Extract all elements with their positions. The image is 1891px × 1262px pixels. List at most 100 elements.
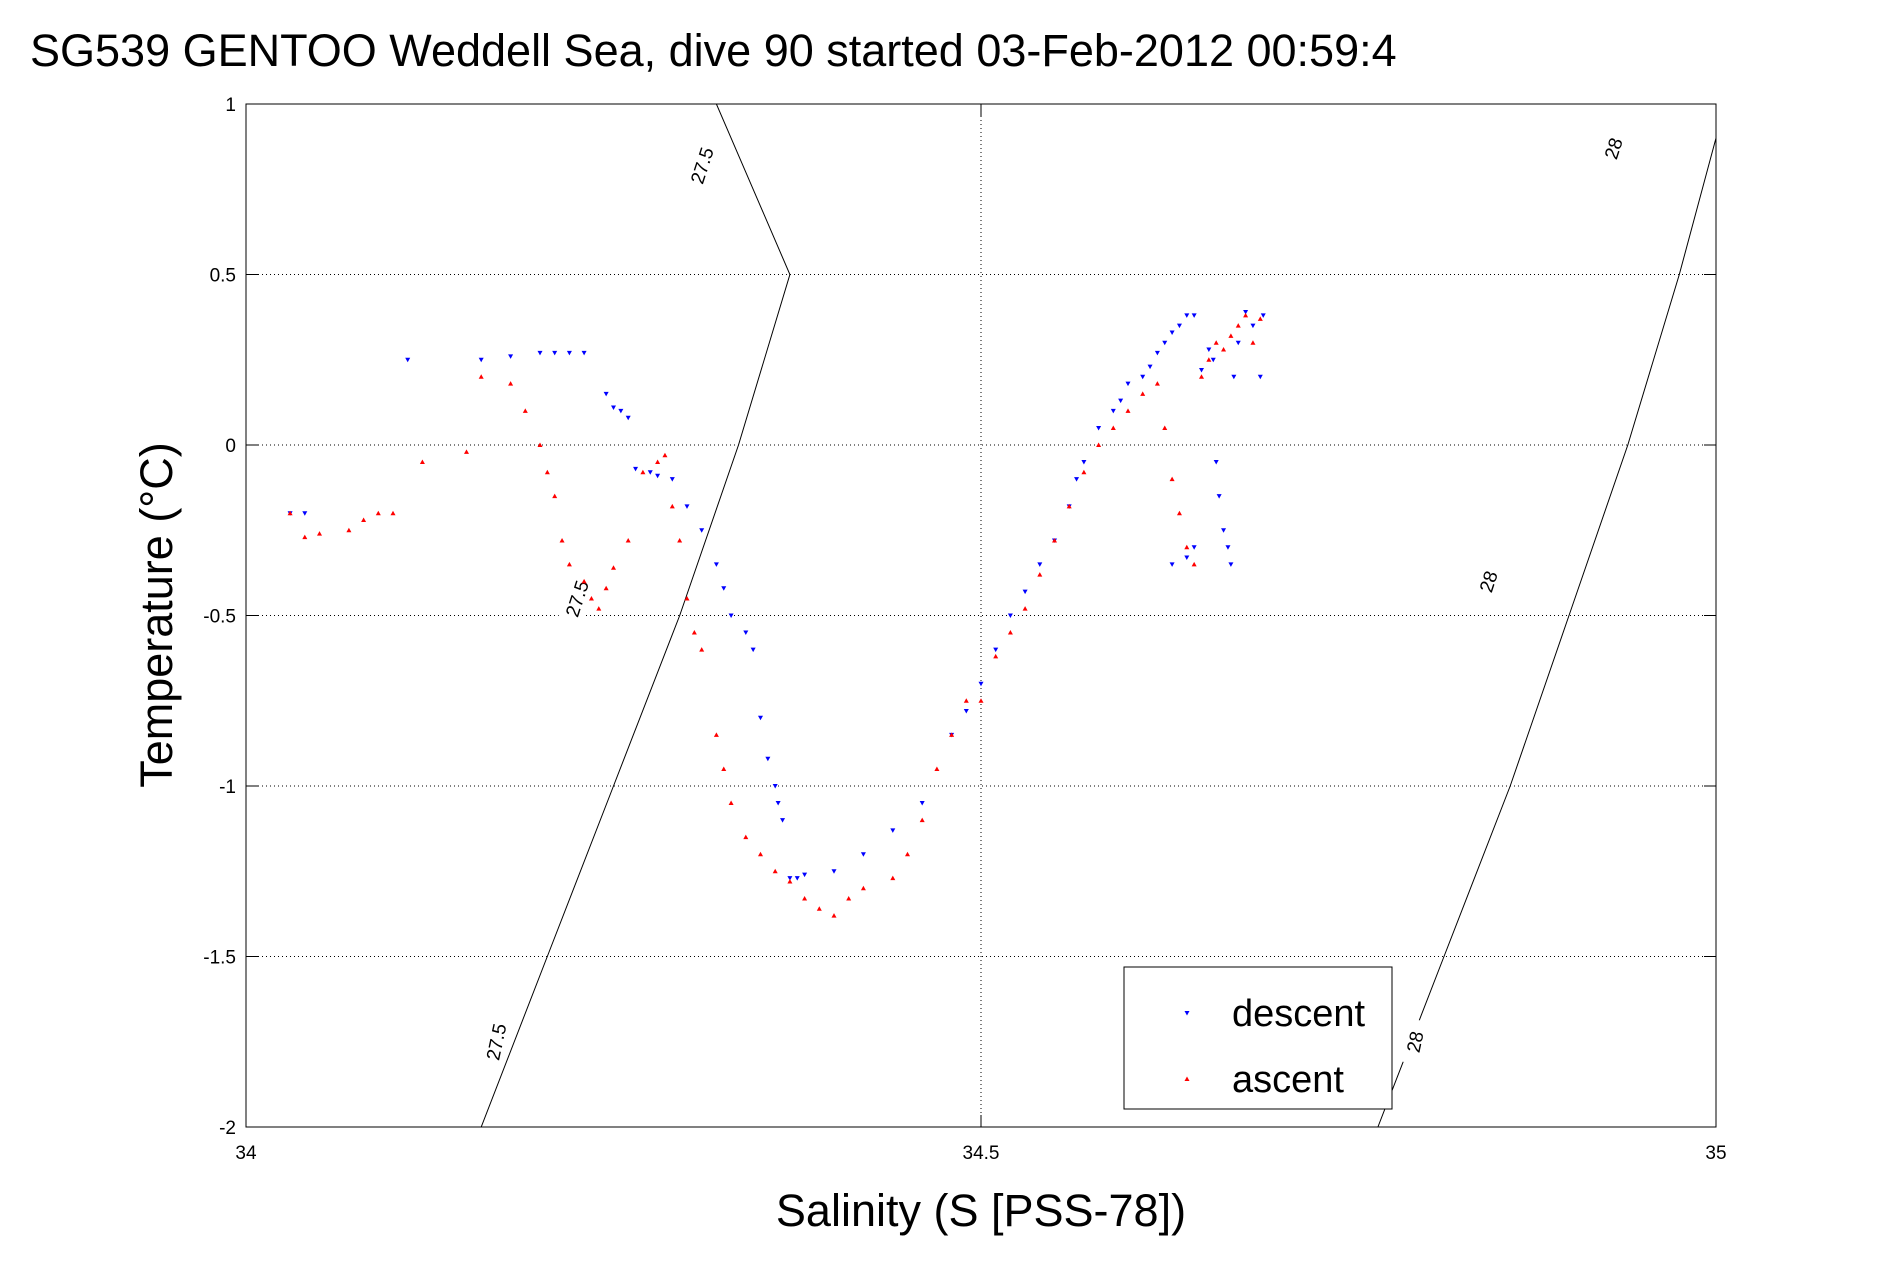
ascent-point — [1154, 381, 1160, 386]
descent-point — [1243, 310, 1249, 315]
descent-point — [1022, 589, 1028, 595]
ascent-point — [846, 896, 852, 901]
ascent-point — [1213, 340, 1219, 345]
descent-point — [1162, 340, 1168, 346]
descent-point — [1096, 425, 1102, 431]
ascent-legend-marker — [1184, 1076, 1190, 1081]
ascent-point — [787, 878, 793, 884]
ascent-point — [699, 647, 705, 652]
descent-legend-marker — [1184, 1011, 1190, 1016]
ascent-point — [669, 503, 675, 509]
descent-point — [919, 801, 925, 806]
descent-point — [1176, 323, 1182, 329]
contour-label-bg — [558, 573, 595, 624]
descent-point — [1037, 562, 1043, 567]
ascent-point — [662, 452, 668, 458]
ascent-point — [581, 578, 587, 584]
axis-ticks: 34 34.5 35 -2 -1.5 -1 -0.5 0 0.5 1 — [203, 95, 1726, 1164]
descent-point — [647, 470, 653, 475]
descent-point — [1250, 323, 1256, 329]
descent-point — [566, 350, 572, 356]
descent-point — [1260, 313, 1266, 318]
descent-point — [699, 528, 705, 533]
descent-point — [750, 647, 756, 653]
ascent-point — [831, 913, 837, 918]
descent-point — [1213, 460, 1219, 465]
descent-point — [618, 408, 624, 414]
ascent-point — [1140, 391, 1146, 396]
descent-point — [1191, 313, 1197, 318]
ascent-point — [1199, 374, 1204, 379]
ascent-legend-label: ascent — [1232, 1059, 1344, 1101]
descent-point — [1235, 340, 1241, 346]
descent-point — [1257, 374, 1263, 380]
descent-point — [802, 872, 808, 878]
descent-point — [993, 647, 999, 653]
descent-point — [581, 350, 587, 356]
y-tick-label: -0.5 — [203, 607, 236, 628]
ascent-point — [1110, 425, 1116, 430]
descent-point — [831, 869, 837, 874]
ascent-point — [691, 630, 697, 635]
descent-point — [1140, 374, 1146, 380]
ascent-point — [596, 606, 602, 611]
ascent-point — [302, 534, 308, 540]
ascent-point — [684, 595, 690, 601]
chart-title: SG539 GENTOO Weddell Sea, dive 90 starte… — [30, 25, 1397, 76]
descent-point — [1125, 381, 1131, 387]
ascent-point — [1250, 340, 1256, 345]
descent-point — [684, 504, 690, 509]
descent-point — [611, 405, 616, 410]
ascent-point — [1096, 442, 1102, 447]
descent-point — [787, 876, 793, 881]
ascent-point — [464, 449, 469, 454]
ascent-point — [419, 459, 425, 465]
descent-point — [1216, 494, 1222, 499]
ascent-point — [508, 381, 514, 386]
descent-point — [1199, 367, 1204, 373]
ascent-point — [677, 537, 683, 543]
descent-point — [1184, 555, 1190, 561]
descent-point — [655, 473, 661, 479]
descent-point — [1118, 398, 1124, 404]
contour-label-bg — [479, 1017, 513, 1066]
descent-point — [1221, 528, 1227, 533]
ascent-point — [816, 906, 822, 911]
ascent-point — [993, 653, 999, 659]
ascent-point — [963, 698, 969, 703]
y-tick-label: -1 — [219, 777, 236, 798]
descent-point — [1081, 460, 1087, 465]
ascent-point — [949, 732, 955, 737]
x-tick-label: 34.5 — [963, 1143, 1000, 1164]
descent-point — [775, 801, 781, 806]
y-tick-label: 1 — [225, 95, 236, 116]
descent-point — [772, 784, 778, 789]
ascent-point — [978, 698, 984, 703]
descent-point — [743, 630, 749, 636]
ascent-point — [317, 531, 322, 536]
ascent-point — [728, 800, 734, 806]
descent-point — [633, 466, 639, 472]
descent-point — [302, 511, 308, 516]
ascent-point — [544, 469, 550, 475]
grid-lines — [246, 104, 1716, 1127]
ascent-point — [640, 469, 646, 475]
ascent-point — [919, 817, 925, 823]
ascent-point — [1037, 572, 1043, 577]
descent-point — [963, 708, 969, 714]
descent-point — [890, 828, 896, 833]
descent-point — [1169, 330, 1175, 335]
descent-point — [860, 852, 866, 857]
ascent-point — [552, 493, 558, 499]
descent-point — [552, 350, 558, 356]
ascent-point — [1243, 312, 1249, 318]
ascent-point — [611, 565, 616, 570]
ascent-point — [1228, 333, 1234, 338]
descent-point — [1206, 347, 1212, 353]
ascent-point — [1176, 510, 1182, 516]
ascent-point — [713, 732, 719, 737]
ascent-point — [1162, 425, 1168, 430]
ascent-point — [361, 517, 367, 523]
contour-line — [1377, 137, 1716, 1127]
descent-point — [1191, 545, 1197, 550]
